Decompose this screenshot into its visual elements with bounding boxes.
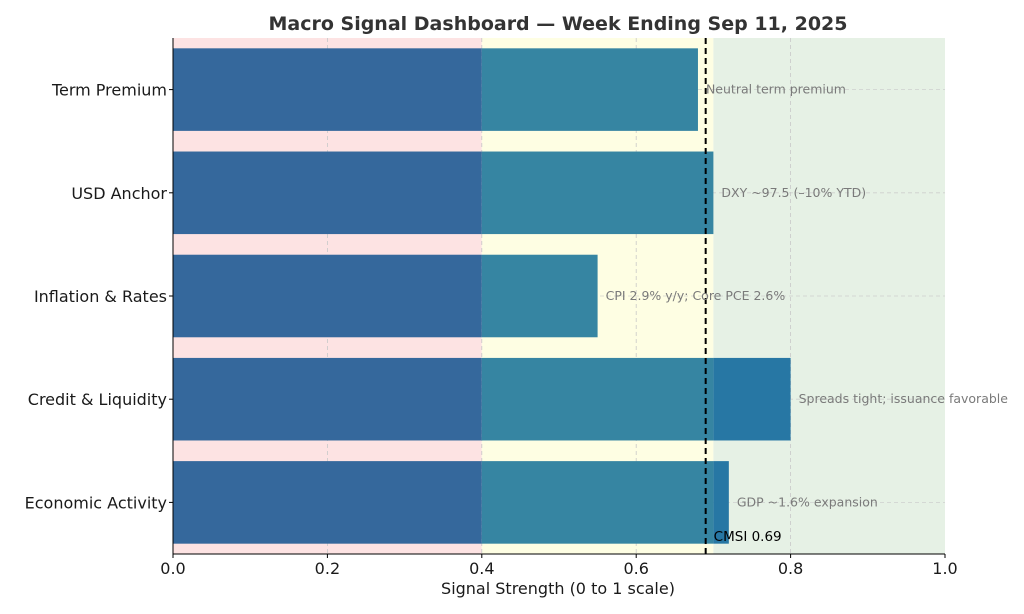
bars <box>173 48 791 544</box>
x-tick-label: 0.0 <box>160 559 185 578</box>
reference-line-group: CMSI 0.69 <box>704 38 782 554</box>
x-tick-label: 0.4 <box>469 559 494 578</box>
reference-line-label: CMSI 0.69 <box>714 529 782 545</box>
bar-annotation: Spreads tight; issuance favorable <box>799 391 1009 406</box>
y-tick-label: USD Anchor <box>71 184 167 203</box>
bar-segment <box>481 461 714 544</box>
bar-segment <box>173 254 482 338</box>
bar-segment <box>481 254 598 338</box>
bar-annotation: CPI 2.9% y/y; Core PCE 2.6% <box>606 288 786 303</box>
bar-segment <box>713 461 729 544</box>
bar-segment <box>481 357 714 441</box>
axes: Term Premium USD Anchor Inflation & Rates C… <box>25 38 958 578</box>
bar-segment <box>713 357 791 441</box>
bar-annotation: GDP ~1.6% expansion <box>737 494 878 509</box>
bar-annotation: DXY ~97.5 (–10% YTD) <box>721 185 866 200</box>
zone-2 <box>713 38 945 554</box>
bar-segment <box>481 48 698 131</box>
x-tick-label: 0.2 <box>315 559 340 578</box>
x-tick-label: 0.8 <box>778 559 803 578</box>
x-axis-label: Signal Strength (0 to 1 scale) <box>441 579 675 598</box>
bar-segment <box>481 151 714 235</box>
y-tick-label: Credit & Liquidity <box>28 390 167 409</box>
chart-title: Macro Signal Dashboard — Week Ending Sep… <box>268 13 847 35</box>
bar-segment <box>173 151 482 235</box>
y-tick-label: Inflation & Rates <box>34 287 167 306</box>
annotations: Neutral term premium DXY ~97.5 (–10% YTD)… <box>606 82 1009 510</box>
bar-segment <box>173 357 482 441</box>
y-tick-label: Term Premium <box>51 81 167 100</box>
y-tick-label: Economic Activity <box>25 493 167 512</box>
bar-segment <box>173 48 482 131</box>
x-tick-label: 1.0 <box>932 559 957 578</box>
bar-annotation: Neutral term premium <box>706 82 846 97</box>
x-tick-label: 0.6 <box>623 559 648 578</box>
bar-segment <box>173 461 482 544</box>
